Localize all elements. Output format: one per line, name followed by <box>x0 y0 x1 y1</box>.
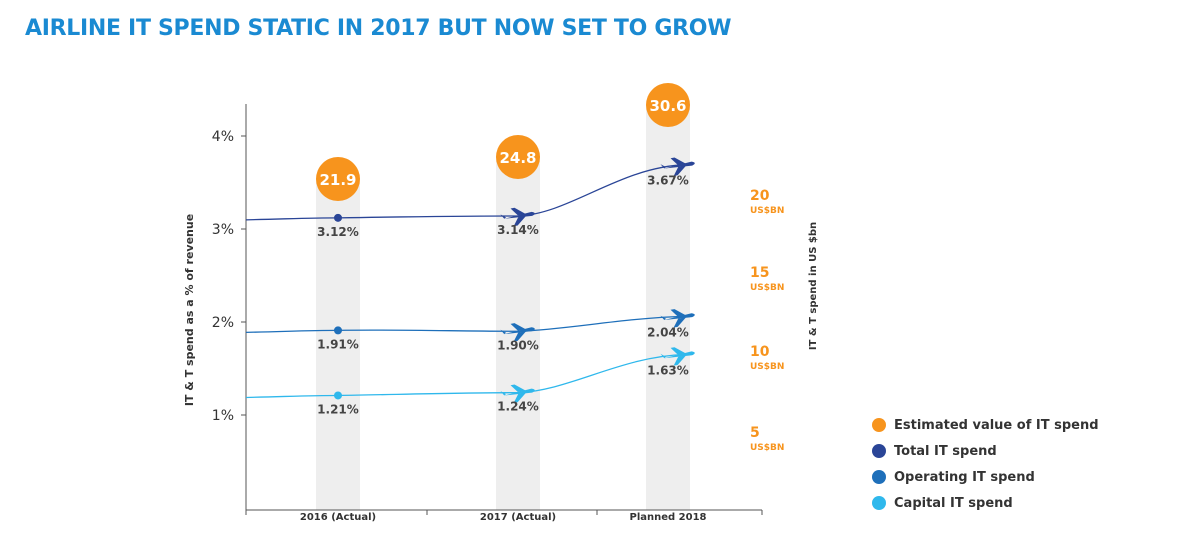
x-tick-label: 2017 (Actual) <box>480 512 556 523</box>
plane-wing <box>513 392 527 403</box>
plane-wing <box>513 215 527 227</box>
legend-item-capital-it-spend: Capital IT spend <box>872 490 1099 516</box>
plane-wing <box>673 165 687 176</box>
data-label: 3.67% <box>647 174 689 188</box>
right-tick-value: 20 <box>750 188 770 204</box>
plane-marker <box>660 347 695 366</box>
data-label: 1.90% <box>497 338 539 352</box>
plane-wing <box>513 331 527 342</box>
plane-tail <box>500 329 507 335</box>
legend-label: Estimated value of IT spend <box>894 417 1099 433</box>
x-tick-label: 2016 (Actual) <box>300 512 376 523</box>
legend-swatch <box>872 470 886 484</box>
plane-tail <box>660 164 667 169</box>
estimated-value-label: 30.6 <box>649 97 686 115</box>
right-tick-value: 15 <box>750 265 769 281</box>
plane-marker <box>500 323 535 342</box>
right-axis-label: IT & T spend in US $bn <box>808 222 819 350</box>
y-tick-label: 2% <box>212 315 234 331</box>
plane-body <box>504 327 535 335</box>
legend-swatch <box>872 444 886 458</box>
legend-swatch <box>872 418 886 432</box>
y-tick-label: 4% <box>212 129 234 145</box>
plane-body <box>504 211 535 219</box>
plane-wing <box>510 323 526 331</box>
estimated-value-bubble <box>496 135 540 179</box>
data-label: 3.12% <box>317 225 359 239</box>
plane-marker <box>660 309 695 328</box>
data-label: 1.24% <box>497 400 539 414</box>
y-axis-label: IT & T spend as a % of revenue <box>183 214 196 406</box>
legend-item-operating-it-spend: Operating IT spend <box>872 464 1099 490</box>
plane-wing <box>670 347 686 355</box>
data-label: 2.04% <box>647 325 689 339</box>
column-band <box>646 105 690 510</box>
chart-title: AIRLINE IT SPEND STATIC IN 2017 BUT NOW … <box>25 16 732 41</box>
data-point <box>334 213 342 222</box>
estimated-value-label: 24.8 <box>499 149 536 167</box>
plane-body <box>504 388 535 396</box>
right-tick-unit: US$BN <box>750 443 784 453</box>
plane-body <box>664 161 695 169</box>
series-line <box>245 164 687 221</box>
right-tick-unit: US$BN <box>750 206 784 216</box>
legend-item-estimated-value: Estimated value of IT spend <box>872 412 1099 438</box>
plane-tail <box>660 353 667 359</box>
y-tick-label: 1% <box>212 408 234 424</box>
plane-wing <box>510 384 526 393</box>
data-label: 1.91% <box>317 337 359 351</box>
data-point <box>334 326 342 335</box>
plane-wing <box>510 207 526 216</box>
plane-wing <box>670 309 686 317</box>
plane-wing <box>673 355 687 366</box>
data-label: 1.63% <box>647 363 689 377</box>
plane-tail <box>660 315 667 321</box>
plane-marker <box>660 157 695 176</box>
estimated-value-label: 21.9 <box>319 171 356 189</box>
plane-wing <box>670 157 686 166</box>
legend-label: Operating IT spend <box>894 469 1035 485</box>
estimated-value-bubble <box>316 157 360 201</box>
plane-tail <box>500 391 507 396</box>
plane-tail <box>500 214 507 219</box>
legend-label: Total IT spend <box>894 443 997 459</box>
plane-marker <box>500 384 535 403</box>
plane-body <box>664 351 695 359</box>
series-line <box>245 315 687 334</box>
right-tick-value: 10 <box>750 344 770 360</box>
series-line <box>245 353 687 399</box>
plane-marker <box>500 207 535 227</box>
estimated-value-bubble <box>646 83 690 127</box>
legend-item-total-it-spend: Total IT spend <box>872 438 1099 464</box>
right-tick-unit: US$BN <box>750 283 784 293</box>
plane-wing <box>673 317 687 328</box>
data-label: 3.14% <box>497 223 539 237</box>
plane-body <box>664 313 695 321</box>
x-tick-label: Planned 2018 <box>630 512 707 523</box>
legend: Estimated value of IT spend Total IT spe… <box>872 412 1099 516</box>
right-tick-unit: US$BN <box>750 362 784 372</box>
right-tick-value: 5 <box>750 425 760 441</box>
column-band <box>316 179 360 510</box>
legend-swatch <box>872 496 886 510</box>
legend-label: Capital IT spend <box>894 495 1013 511</box>
data-label: 1.21% <box>317 402 359 416</box>
data-point <box>334 391 342 400</box>
y-tick-label: 3% <box>212 222 234 238</box>
